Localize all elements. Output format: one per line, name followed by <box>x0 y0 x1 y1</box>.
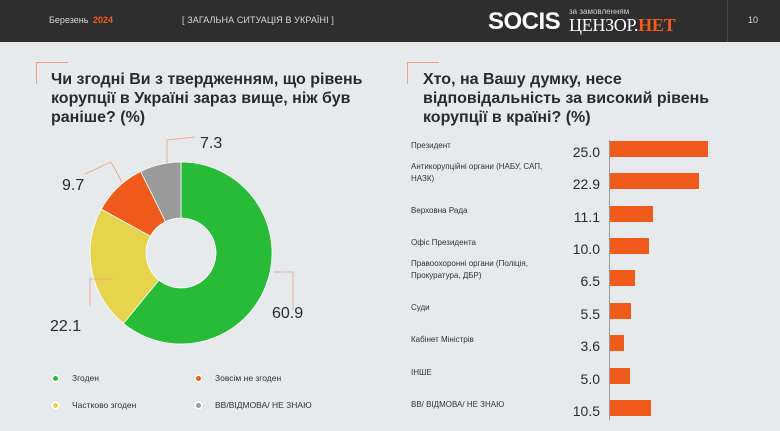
bar-label-line: ІНШЕ <box>411 368 432 377</box>
bar-label-line: Верховна Рада <box>411 206 468 215</box>
value-dontknow: 7.3 <box>200 135 223 152</box>
leader-line-disagree <box>84 161 123 183</box>
legend-item-disagree: Зовсім не згоден <box>194 373 281 383</box>
year-label: 2024 <box>92 15 113 25</box>
bar-chart-axis <box>609 140 610 420</box>
legend-dot-icon <box>51 400 60 410</box>
title-line: відповідальність за високий рівень <box>423 90 710 107</box>
bar-label: Офіс Президента <box>411 237 551 249</box>
title-line: Хто, на Вашу думку, несе <box>423 71 622 88</box>
leader-line-partial <box>89 278 113 306</box>
bar-label-line: Прокуратура, ДБР) <box>411 270 482 280</box>
value-agree: 60.9 <box>272 305 304 322</box>
title-line: Чи згодні Ви з твердженням, що рівень <box>51 71 363 88</box>
section-title: [ ЗАГАЛЬНА СИТУАЦІЯ В УКРАЇНІ ] <box>182 15 334 25</box>
page-number: 10 <box>748 15 759 25</box>
right-chart-title: Хто, на Вашу думку, несе відповідальніст… <box>423 70 763 127</box>
bar-label-line: Офіс Президента <box>411 238 476 247</box>
leader-line-dontknow <box>166 136 196 163</box>
bar-label-line: Кабінет Міністрів <box>411 335 474 344</box>
bar-label-line: Президент <box>411 141 451 150</box>
value-disagree: 9.7 <box>62 177 85 194</box>
title-corner-decoration <box>407 62 439 84</box>
legend-dot-icon <box>194 373 203 383</box>
bar <box>610 173 699 189</box>
bar-value: 5.0 <box>580 371 600 387</box>
donut-svg <box>84 136 294 345</box>
leader-line-agree <box>274 271 294 310</box>
donut-slice-dontknow <box>140 161 182 223</box>
bar-value: 22.9 <box>572 176 600 192</box>
bar-label: ВВ/ ВІДМОВА/ НЕ ЗНАЮ <box>411 399 551 411</box>
bar <box>610 303 631 319</box>
bar <box>610 335 624 351</box>
title-corner-decoration <box>36 62 68 84</box>
bar-label: Президент <box>411 140 551 152</box>
month-label: Березень <box>49 15 89 25</box>
bar <box>610 206 653 222</box>
legend-label: ВВ/ВІДМОВА/ НЕ ЗНАЮ <box>215 400 312 410</box>
bar <box>610 368 630 384</box>
donut-slice-partial <box>89 208 160 325</box>
legend-label: Частково згоден <box>72 400 137 410</box>
top-bar: Березень 2024 [ ЗАГАЛЬНА СИТУАЦІЯ В УКРА… <box>0 0 780 42</box>
donut-chart: 60.9 22.1 9.7 7.3 <box>20 130 360 350</box>
legend-label: Зовсім не згоден <box>215 373 282 383</box>
bar <box>610 400 651 416</box>
donut-slice-agree <box>122 161 273 345</box>
bar-label-line: Антикорупційні органи (НАБУ, САП, <box>411 162 543 171</box>
legend-label: Згоден <box>72 373 99 383</box>
legend-dot-icon <box>194 400 203 410</box>
bar-label: Верховна Рада <box>411 205 551 217</box>
bar <box>610 270 635 286</box>
bar-value: 11.1 <box>573 209 600 225</box>
socis-logo: SOCIS <box>488 8 561 35</box>
report-date: Березень 2024 <box>49 15 113 25</box>
censor-logo: ЦЕНЗОР.НЕТ <box>569 15 676 36</box>
bar-label: Кабінет Міністрів <box>411 334 551 346</box>
bar-label: Суди <box>411 302 551 314</box>
title-line: корупції в Україні зараз вище, ніж був <box>51 90 351 107</box>
bar-label-line: НАЗК) <box>411 173 435 183</box>
bar <box>610 238 649 254</box>
bar-value: 10.5 <box>572 403 600 419</box>
header-divider <box>727 0 728 42</box>
bar-label-line: Правоохоронні органи (Поліція, <box>411 259 528 268</box>
title-line: раніше? (%) <box>51 109 146 126</box>
bar <box>610 141 708 157</box>
bar-label: Антикорупційні органи (НАБУ, САП, НАЗК) <box>411 161 551 184</box>
bar-label: Правоохоронні органи (Поліція, Прокуратур… <box>411 258 551 281</box>
legend-item-dontknow: ВВ/ВІДМОВА/ НЕ ЗНАЮ <box>194 400 312 410</box>
legend-item-partial: Частково згоден <box>51 400 136 410</box>
value-partial: 22.1 <box>50 318 82 335</box>
bar-label: ІНШЕ <box>411 367 551 379</box>
bar-label-line: ВВ/ ВІДМОВА/ НЕ ЗНАЮ <box>411 400 505 409</box>
left-chart-title: Чи згодні Ви з твердженням, що рівень ко… <box>51 70 381 127</box>
bar-label-line: Суди <box>411 303 430 312</box>
legend-item-agree: Згоден <box>51 373 99 383</box>
bar-value: 25.0 <box>572 144 600 160</box>
legend-dot-icon <box>51 373 60 383</box>
bar-value: 6.5 <box>580 273 600 289</box>
censor-text: ЦЕНЗОР. <box>569 15 639 35</box>
bar-value: 3.6 <box>580 338 600 354</box>
donut-slices <box>89 161 273 345</box>
bar-value: 5.5 <box>580 306 600 322</box>
net-text: НЕТ <box>638 15 676 35</box>
bar-value: 10.0 <box>572 241 600 257</box>
logo-subtitle: за замовленням <box>569 7 630 16</box>
title-line: корупції в країні? (%) <box>423 109 591 126</box>
